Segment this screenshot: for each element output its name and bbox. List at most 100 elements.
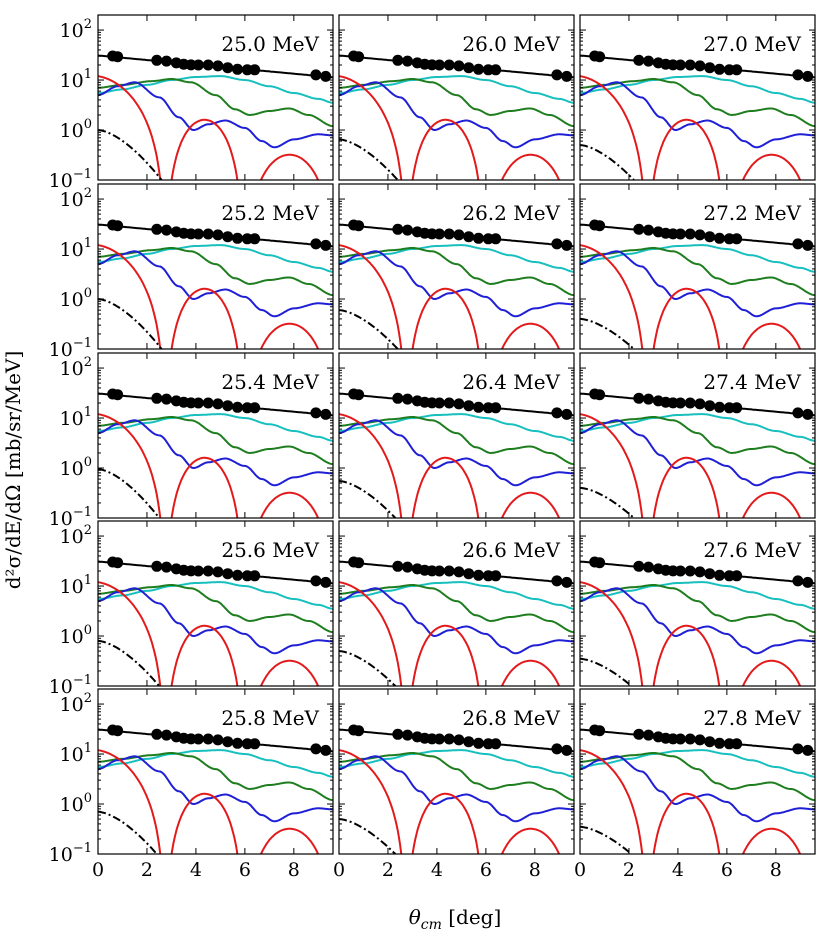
data-point <box>232 63 243 75</box>
data-point <box>161 55 172 67</box>
panel-frame <box>97 14 334 181</box>
data-point <box>433 228 445 240</box>
series-l1-line <box>98 419 333 487</box>
data-point <box>490 233 502 245</box>
panel-frame <box>338 352 575 519</box>
series-l1-line <box>580 81 815 149</box>
panel-frame <box>97 183 334 350</box>
data-point <box>222 62 234 74</box>
data-point <box>192 228 204 240</box>
series-l2-line <box>339 584 574 634</box>
panel: 102 101 100 10−1 25.4 MeV <box>49 352 334 530</box>
panel: 27.4 MeV <box>579 352 816 519</box>
series-l1-line <box>98 250 333 318</box>
panel-energy-label: 27.2 MeV <box>703 201 801 225</box>
data-point <box>561 70 573 82</box>
data-point <box>232 569 243 581</box>
series-l2-line <box>580 584 815 634</box>
data-point <box>212 60 224 72</box>
data-point <box>643 729 654 741</box>
data-point <box>561 239 573 251</box>
data-point <box>674 228 686 240</box>
data-point <box>490 402 502 414</box>
data-point <box>443 228 455 240</box>
data-point <box>212 398 224 410</box>
panel-frame <box>97 352 334 519</box>
x-tick-label: 4 <box>672 859 684 881</box>
plot-area <box>580 556 815 686</box>
plot-area <box>98 556 333 686</box>
series-nonres-line <box>339 138 399 180</box>
series-l1-line <box>580 587 815 655</box>
data-point <box>232 401 243 413</box>
data-point <box>443 59 455 71</box>
series-l1-line <box>339 419 574 487</box>
data-point <box>802 576 814 588</box>
series-l1-line <box>339 81 574 149</box>
data-point <box>633 223 645 235</box>
panel-frame <box>579 520 816 687</box>
data-point <box>490 64 502 76</box>
panel-energy-label: 27.6 MeV <box>703 538 801 562</box>
data-point <box>551 407 563 419</box>
series-l2-line <box>580 416 815 466</box>
y-tick-label: 10−1 <box>49 841 92 866</box>
data-point <box>684 228 696 240</box>
y-tick-label: 100 <box>60 623 92 648</box>
data-point <box>473 737 484 749</box>
panel: 27.0 MeV <box>579 14 816 181</box>
data-point <box>684 397 696 409</box>
data-point <box>353 220 365 232</box>
data-point <box>490 570 502 582</box>
data-point <box>320 239 332 251</box>
x-tick-label: 6 <box>480 859 492 881</box>
panel-energy-label: 27.0 MeV <box>703 32 801 56</box>
data-point <box>684 565 696 577</box>
series-l2-line <box>580 78 815 128</box>
series-l1-line <box>339 755 574 823</box>
data-point <box>249 233 261 245</box>
series-l2-line <box>98 78 333 128</box>
data-point <box>643 55 654 67</box>
panel-frame <box>338 688 575 855</box>
data-point <box>453 229 465 241</box>
data-point <box>212 229 224 241</box>
data-point <box>463 400 475 412</box>
data-point <box>112 557 124 569</box>
data-point <box>249 738 261 750</box>
data-point <box>802 408 814 420</box>
panel-energy-label: 26.0 MeV <box>462 32 560 56</box>
panels-group: 102 101 100 10−1 25.0 MeV 26.0 MeV 27.0 MeV 102… <box>49 14 816 881</box>
panel: 0 2 4 6 8 27.8 MeV <box>574 688 816 881</box>
data-point <box>320 576 332 588</box>
series-l2-line <box>339 247 574 297</box>
data-point <box>443 565 455 577</box>
data-point <box>594 557 606 569</box>
panel-energy-label: 25.2 MeV <box>221 201 319 225</box>
data-point <box>463 568 475 580</box>
data-point <box>453 566 465 578</box>
series-l2-line <box>339 752 574 802</box>
data-point <box>802 239 814 251</box>
series-l1-line <box>98 755 333 823</box>
panel-frame <box>97 688 334 855</box>
data-point <box>353 725 365 737</box>
data-point <box>473 232 484 244</box>
data-point <box>192 733 204 745</box>
data-point <box>551 575 563 587</box>
data-point <box>202 228 214 240</box>
x-tick-label: 8 <box>770 859 782 881</box>
data-point <box>112 220 124 232</box>
data-point <box>714 569 725 581</box>
series-l3-line <box>339 413 574 442</box>
data-point <box>402 224 413 236</box>
plot-area <box>98 50 333 180</box>
data-point <box>443 397 455 409</box>
data-point <box>551 743 563 755</box>
data-point <box>633 392 645 404</box>
series-l0-line <box>98 749 320 854</box>
y-tick-label: 102 <box>60 523 92 548</box>
series-nonres-line <box>98 129 163 180</box>
data-point <box>704 231 716 243</box>
data-point <box>353 389 365 401</box>
